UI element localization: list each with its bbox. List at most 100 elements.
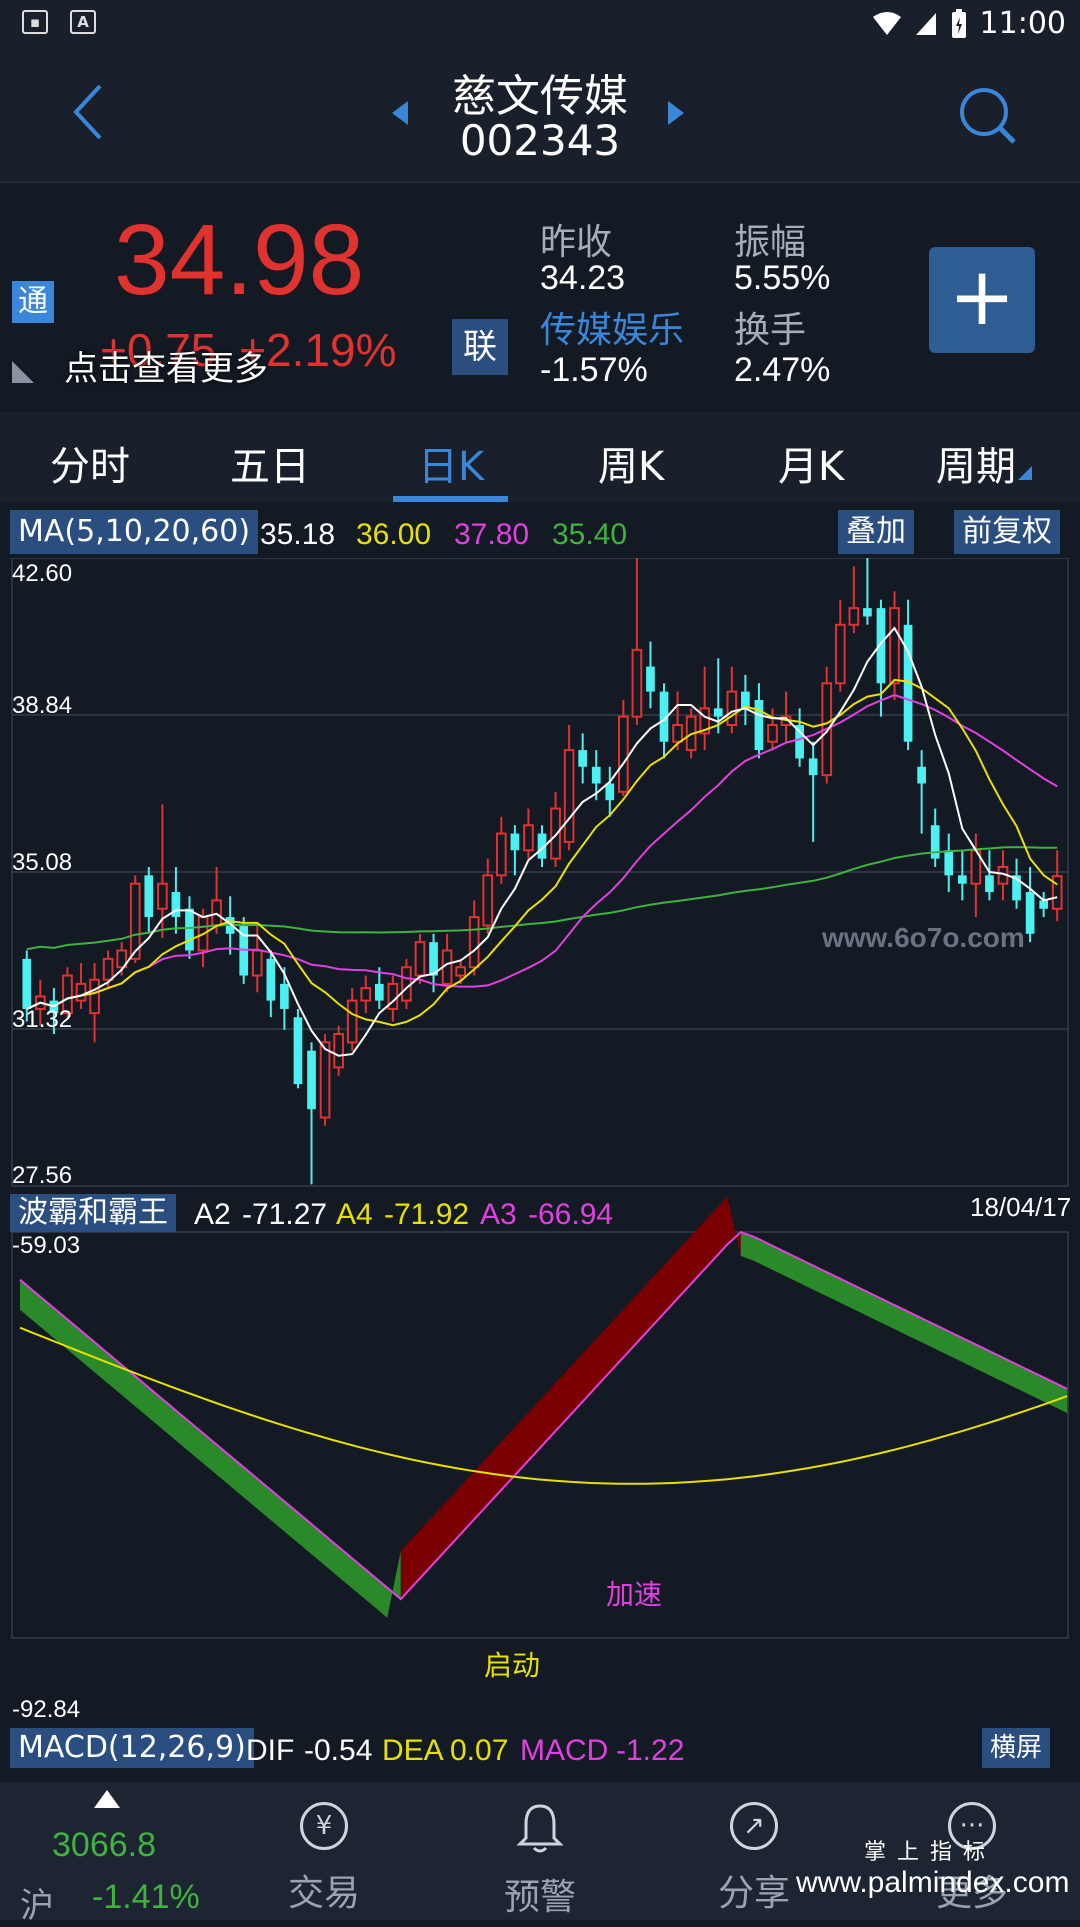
ma-indicator-chip[interactable]: MA(5,10,20,60) <box>10 510 259 554</box>
sector-label[interactable]: 传媒娱乐 <box>540 310 685 351</box>
price-axis-label: 27.56 <box>12 1162 73 1189</box>
indicator-top-label: -59.03 <box>12 1232 81 1259</box>
sector-change: -1.57% <box>540 351 648 389</box>
ma20-line <box>26 693 1058 1010</box>
ma10-line <box>26 678 1058 1027</box>
candle-body <box>672 724 683 743</box>
ma5-line <box>26 626 1058 1057</box>
candle-body <box>468 916 480 969</box>
indicator-band-green <box>740 1232 1068 1413</box>
tong-badge[interactable]: 通 <box>12 281 54 323</box>
prev-close-label: 昨收 <box>540 222 613 263</box>
overlay-button[interactable]: 叠加 <box>838 510 914 554</box>
back-icon[interactable] <box>68 82 108 142</box>
ma60-value: 35.40 <box>552 518 628 551</box>
nav-trade[interactable]: ¥ 交易 <box>264 1802 384 1916</box>
candle-body <box>251 949 263 977</box>
search-icon[interactable] <box>956 84 1020 148</box>
candle-body <box>346 999 358 1044</box>
add-watchlist-button[interactable]: + <box>929 247 1035 353</box>
indicator-a3-line <box>19 1230 1068 1601</box>
dropdown-corner-icon <box>1018 466 1032 480</box>
macd-chip[interactable]: MACD(12,26,9) <box>10 1728 254 1768</box>
more-info-tip[interactable]: 点击查看更多 <box>64 349 268 389</box>
ma10-value: 36.00 <box>356 518 432 551</box>
candle-body <box>116 949 128 969</box>
nav-alert[interactable]: 预警 <box>480 1802 600 1920</box>
candle-body <box>848 607 860 626</box>
a4-label: A4 <box>336 1198 373 1231</box>
kline-chart[interactable]: www.6o7o.com 启动 加速 <box>0 558 1080 1782</box>
nav-trade-label: 交易 <box>287 1873 360 1914</box>
accel-annotation: 加速 <box>606 1578 662 1611</box>
tab-monthly-k[interactable]: 月K <box>778 444 845 490</box>
candle-body <box>401 966 412 1002</box>
candle-body <box>22 958 32 1009</box>
index-up-arrow-icon <box>94 1790 120 1808</box>
bell-icon <box>516 1804 564 1853</box>
amplitude-value: 5.55% <box>734 259 831 297</box>
lian-badge[interactable]: 联 <box>452 319 508 375</box>
indicator-chip[interactable]: 波霸和霸王 <box>10 1194 176 1232</box>
tab-five-day[interactable]: 五日 <box>230 444 310 490</box>
candle-body <box>1012 875 1021 901</box>
candle-body <box>129 882 141 960</box>
landscape-button[interactable]: 横屏 <box>982 1728 1051 1768</box>
text-notification-icon: A <box>70 10 96 34</box>
dif-value: -0.54 <box>304 1734 373 1767</box>
tab-intraday[interactable]: 分时 <box>50 444 130 490</box>
next-stock-icon[interactable] <box>666 100 686 126</box>
price-axis-label: 31.32 <box>12 1006 73 1033</box>
candle-body <box>741 691 750 709</box>
nav-share-label: 分享 <box>717 1873 790 1914</box>
indicator-a4-line <box>19 1326 1068 1485</box>
candle-body <box>659 691 669 742</box>
watermark: www.6o7o.com <box>821 922 1025 953</box>
candle-body <box>1039 900 1049 909</box>
battery-icon <box>951 8 966 38</box>
index-value[interactable]: 3066.8 <box>52 1826 156 1864</box>
candle-body <box>876 608 886 684</box>
change-amount: +0.75 <box>100 324 217 376</box>
candle-body <box>631 648 643 718</box>
candle-body <box>280 983 289 1009</box>
title-bar: 慈文传媒 002343 <box>0 48 1080 183</box>
ma-legend: MA(5,10,20,60) 35.18 36.00 37.80 35.40 叠… <box>0 506 1080 560</box>
index-name: 沪 <box>20 1886 54 1926</box>
a2-value: -71.27 <box>242 1198 328 1231</box>
quote-panel: 通 34.98 +0.75 +2.19% 点击查看更多 联 昨收 34.23 传… <box>0 183 1080 411</box>
tab-weekly-k[interactable]: 周K <box>598 444 665 490</box>
share-icon: ↗ <box>730 1802 778 1850</box>
candle-body <box>930 825 940 859</box>
dea-value: 0.07 <box>450 1734 509 1767</box>
tab-daily-k[interactable]: 日K <box>418 444 485 490</box>
candle-body <box>482 874 494 927</box>
nav-more-label: 更多 <box>935 1873 1008 1914</box>
candle-body <box>550 807 561 860</box>
nav-more[interactable]: ··· 更多 <box>912 1802 1032 1916</box>
start-annotation: 启动 <box>484 1649 540 1682</box>
tab-period[interactable]: 周期 <box>936 434 1032 492</box>
candle-body <box>903 624 913 742</box>
turnover-value: 2.47% <box>734 351 831 389</box>
candle-body <box>510 833 520 851</box>
candle-body <box>1051 875 1063 910</box>
nav-share[interactable]: ↗ 分享 <box>694 1802 814 1916</box>
a3-label: A3 <box>480 1198 517 1231</box>
price-axis-label: 35.08 <box>12 849 73 876</box>
adjust-button[interactable]: 前复权 <box>954 510 1060 554</box>
candle-body <box>293 1017 303 1085</box>
bottom-nav: 3066.8 沪 -1.41% ¥ 交易 预警 ↗ 分享 ··· 更多 掌 上 … <box>0 1782 1080 1926</box>
candle-body <box>333 1033 344 1069</box>
candle-body <box>537 833 547 859</box>
candle-body <box>523 824 534 852</box>
candle-body <box>89 978 100 1015</box>
price-change: +0.75 +2.19% <box>100 323 396 377</box>
active-tab-indicator <box>393 496 508 502</box>
candle-body <box>102 957 114 981</box>
candle-body <box>414 941 426 977</box>
candle-body <box>62 974 73 1015</box>
change-percent: +2.19% <box>239 324 397 376</box>
prev-stock-icon[interactable] <box>390 100 410 126</box>
candlestick-series <box>22 558 1063 1185</box>
